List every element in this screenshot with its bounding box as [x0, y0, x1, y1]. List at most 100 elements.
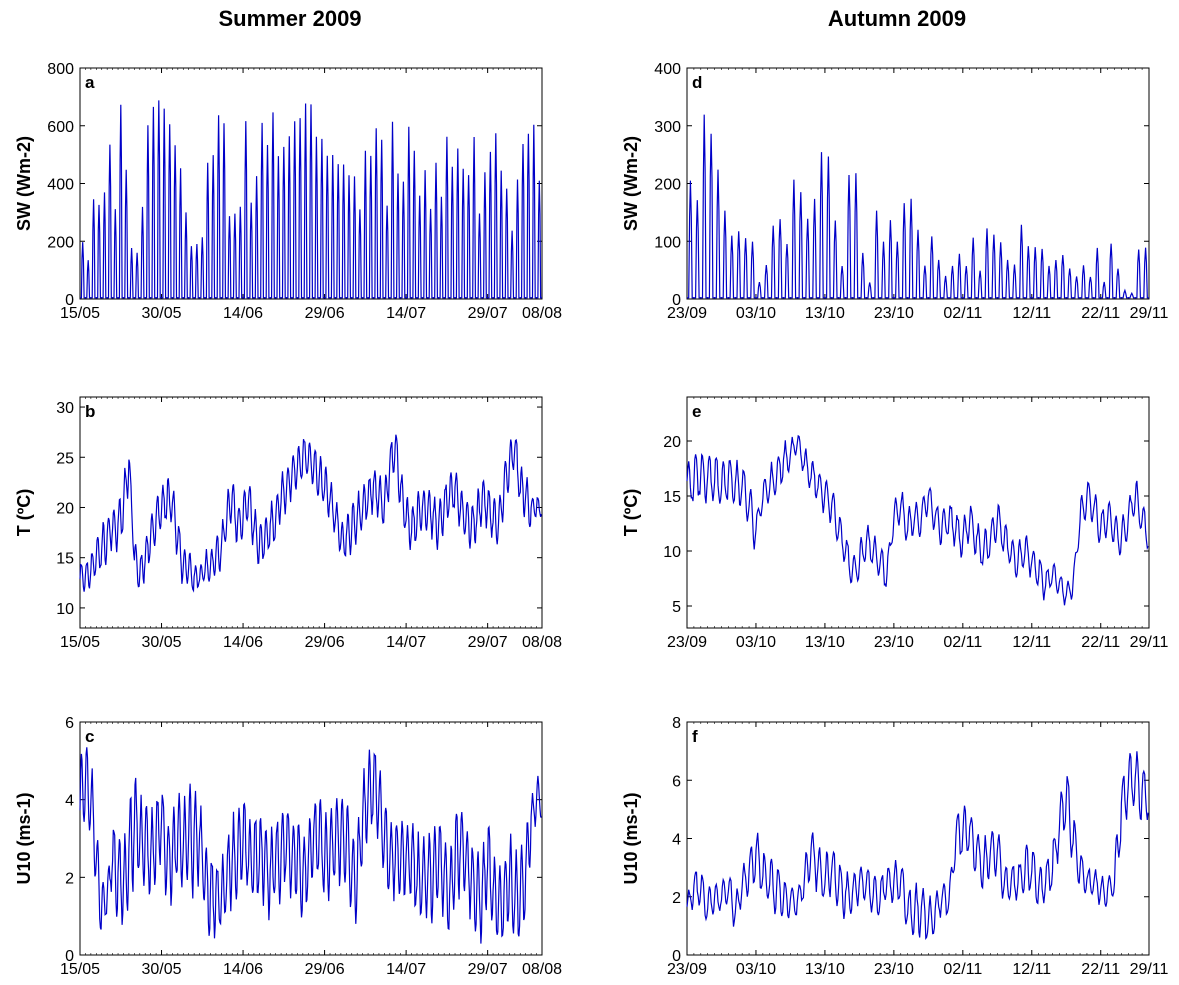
x-tick-label: 13/10 — [805, 305, 845, 322]
x-tick-label: 03/10 — [736, 305, 776, 322]
y-tick-label: 20 — [56, 500, 74, 517]
y-tick-label: 6 — [672, 773, 681, 790]
x-tick-label: 29/11 — [1130, 634, 1169, 651]
y-tick-label: 400 — [47, 177, 74, 194]
x-tick-label: 08/08 — [522, 634, 562, 651]
y-tick-label: 8 — [672, 715, 681, 732]
x-tick-label: 15/05 — [60, 634, 100, 651]
panel-letter: c — [85, 727, 94, 746]
x-tick-label: 12/11 — [1012, 961, 1051, 978]
plot-frame — [79, 396, 543, 629]
x-tick-label: 29/11 — [1130, 305, 1169, 322]
panel-letter: b — [85, 402, 95, 421]
x-tick-label: 23/10 — [874, 305, 914, 322]
x-tick-label: 15/05 — [60, 305, 100, 322]
x-tick-label: 22/11 — [1081, 634, 1120, 651]
y-tick-label: 6 — [65, 715, 74, 732]
x-tick-label: 02/11 — [943, 961, 982, 978]
y-tick-label: 200 — [654, 177, 681, 194]
series-line — [80, 100, 542, 299]
series-line — [79, 434, 542, 593]
y-tick-label: 15 — [56, 551, 74, 568]
x-tick-label: 14/06 — [223, 634, 263, 651]
y-axis-label: U10 (ms-1) — [621, 792, 641, 884]
y-tick-label: 400 — [654, 61, 681, 78]
x-tick-label: 29/07 — [468, 305, 508, 322]
y-axis-label: SW (Wm-2) — [621, 136, 641, 231]
x-tick-label: 02/11 — [943, 634, 982, 651]
x-tick-label: 12/11 — [1012, 634, 1051, 651]
y-tick-label: 4 — [65, 793, 74, 810]
panel-a: 0 200 400 600 800 15/05 30/05 14/06 29/06 14/07 29… — [14, 61, 562, 322]
y-tick-label: 30 — [56, 400, 74, 417]
y-tick-label: 0 — [672, 948, 681, 965]
y-tick-label: 2 — [672, 890, 681, 907]
y-tick-label: 200 — [47, 234, 74, 251]
y-axis-label: T (ºC) — [621, 489, 641, 537]
panel-d: 0 100 200 300 400 23/09 03/10 13/10 23/10 02/11 12… — [621, 61, 1169, 322]
series-line — [79, 747, 542, 944]
x-tick-label: 29/11 — [1130, 961, 1169, 978]
y-tick-label: 0 — [65, 948, 74, 965]
y-tick-label: 800 — [47, 61, 74, 78]
y-tick-label: 15 — [663, 489, 681, 506]
plot-frame — [686, 396, 1150, 629]
x-tick-label: 08/08 — [522, 961, 562, 978]
plot-frame — [686, 67, 1150, 300]
y-axis-label: U10 (ms-1) — [14, 792, 34, 884]
panel-letter: a — [85, 73, 95, 92]
x-tick-label: 29/06 — [305, 634, 345, 651]
panel-e: 5 10 15 20 23/09 03/10 13/10 23/10 02/11 12/11 22/… — [621, 396, 1169, 651]
panel-letter: d — [692, 73, 702, 92]
series-line — [686, 751, 1149, 941]
x-tick-label: 03/10 — [736, 961, 776, 978]
x-tick-label: 23/09 — [667, 305, 707, 322]
autumn-title: Autumn 2009 — [827, 6, 967, 31]
x-tick-label: 22/11 — [1081, 305, 1120, 322]
x-tick-label: 14/07 — [386, 634, 426, 651]
x-tick-label: 23/10 — [874, 961, 914, 978]
y-tick-label: 600 — [47, 119, 74, 136]
y-tick-label: 5 — [672, 599, 681, 616]
x-tick-label: 03/10 — [736, 634, 776, 651]
x-tick-label: 30/05 — [142, 634, 182, 651]
plot-frame — [79, 721, 543, 956]
y-tick-label: 10 — [663, 544, 681, 561]
x-tick-label: 13/10 — [805, 961, 845, 978]
y-axis-label: SW (Wm-2) — [14, 136, 34, 231]
x-tick-label: 15/05 — [60, 961, 100, 978]
x-tick-label: 02/11 — [943, 305, 982, 322]
x-tick-label: 23/09 — [667, 634, 707, 651]
y-tick-label: 100 — [654, 234, 681, 251]
x-tick-label: 08/08 — [522, 305, 562, 322]
y-axis-label: T (ºC) — [14, 489, 34, 537]
x-tick-label: 14/06 — [223, 961, 263, 978]
x-tick-label: 14/06 — [223, 305, 263, 322]
x-tick-label: 29/07 — [468, 961, 508, 978]
summer-title: Summer 2009 — [218, 6, 362, 31]
x-tick-label: 29/06 — [305, 305, 345, 322]
x-tick-label: 14/07 — [386, 961, 426, 978]
y-tick-label: 4 — [672, 832, 681, 849]
panel-b: 10 15 20 25 30 15/05 30/05 14/06 29/06 14/07 29/07… — [14, 396, 562, 651]
panel-letter: e — [692, 402, 701, 421]
x-tick-label: 29/07 — [468, 634, 508, 651]
y-tick-label: 0 — [672, 292, 681, 309]
x-tick-label: 12/11 — [1012, 305, 1051, 322]
x-tick-label: 30/05 — [142, 305, 182, 322]
x-tick-label: 29/06 — [305, 961, 345, 978]
y-tick-label: 25 — [56, 450, 74, 467]
panel-f: 0 2 4 6 8 23/09 03/10 13/10 23/10 02/11 12/11 22/11… — [621, 715, 1169, 978]
x-tick-label: 30/05 — [142, 961, 182, 978]
y-tick-label: 20 — [663, 434, 681, 451]
x-tick-label: 23/09 — [667, 961, 707, 978]
x-tick-label: 13/10 — [805, 634, 845, 651]
y-tick-label: 10 — [56, 601, 74, 618]
x-tick-label: 22/11 — [1081, 961, 1120, 978]
x-tick-label: 14/07 — [386, 305, 426, 322]
x-tick-label: 23/10 — [874, 634, 914, 651]
y-tick-label: 0 — [65, 292, 74, 309]
y-tick-label: 2 — [65, 870, 74, 887]
panel-c: 0 2 4 6 15/05 30/05 14/06 29/06 14/07 29/07 08/08 c… — [14, 715, 562, 978]
